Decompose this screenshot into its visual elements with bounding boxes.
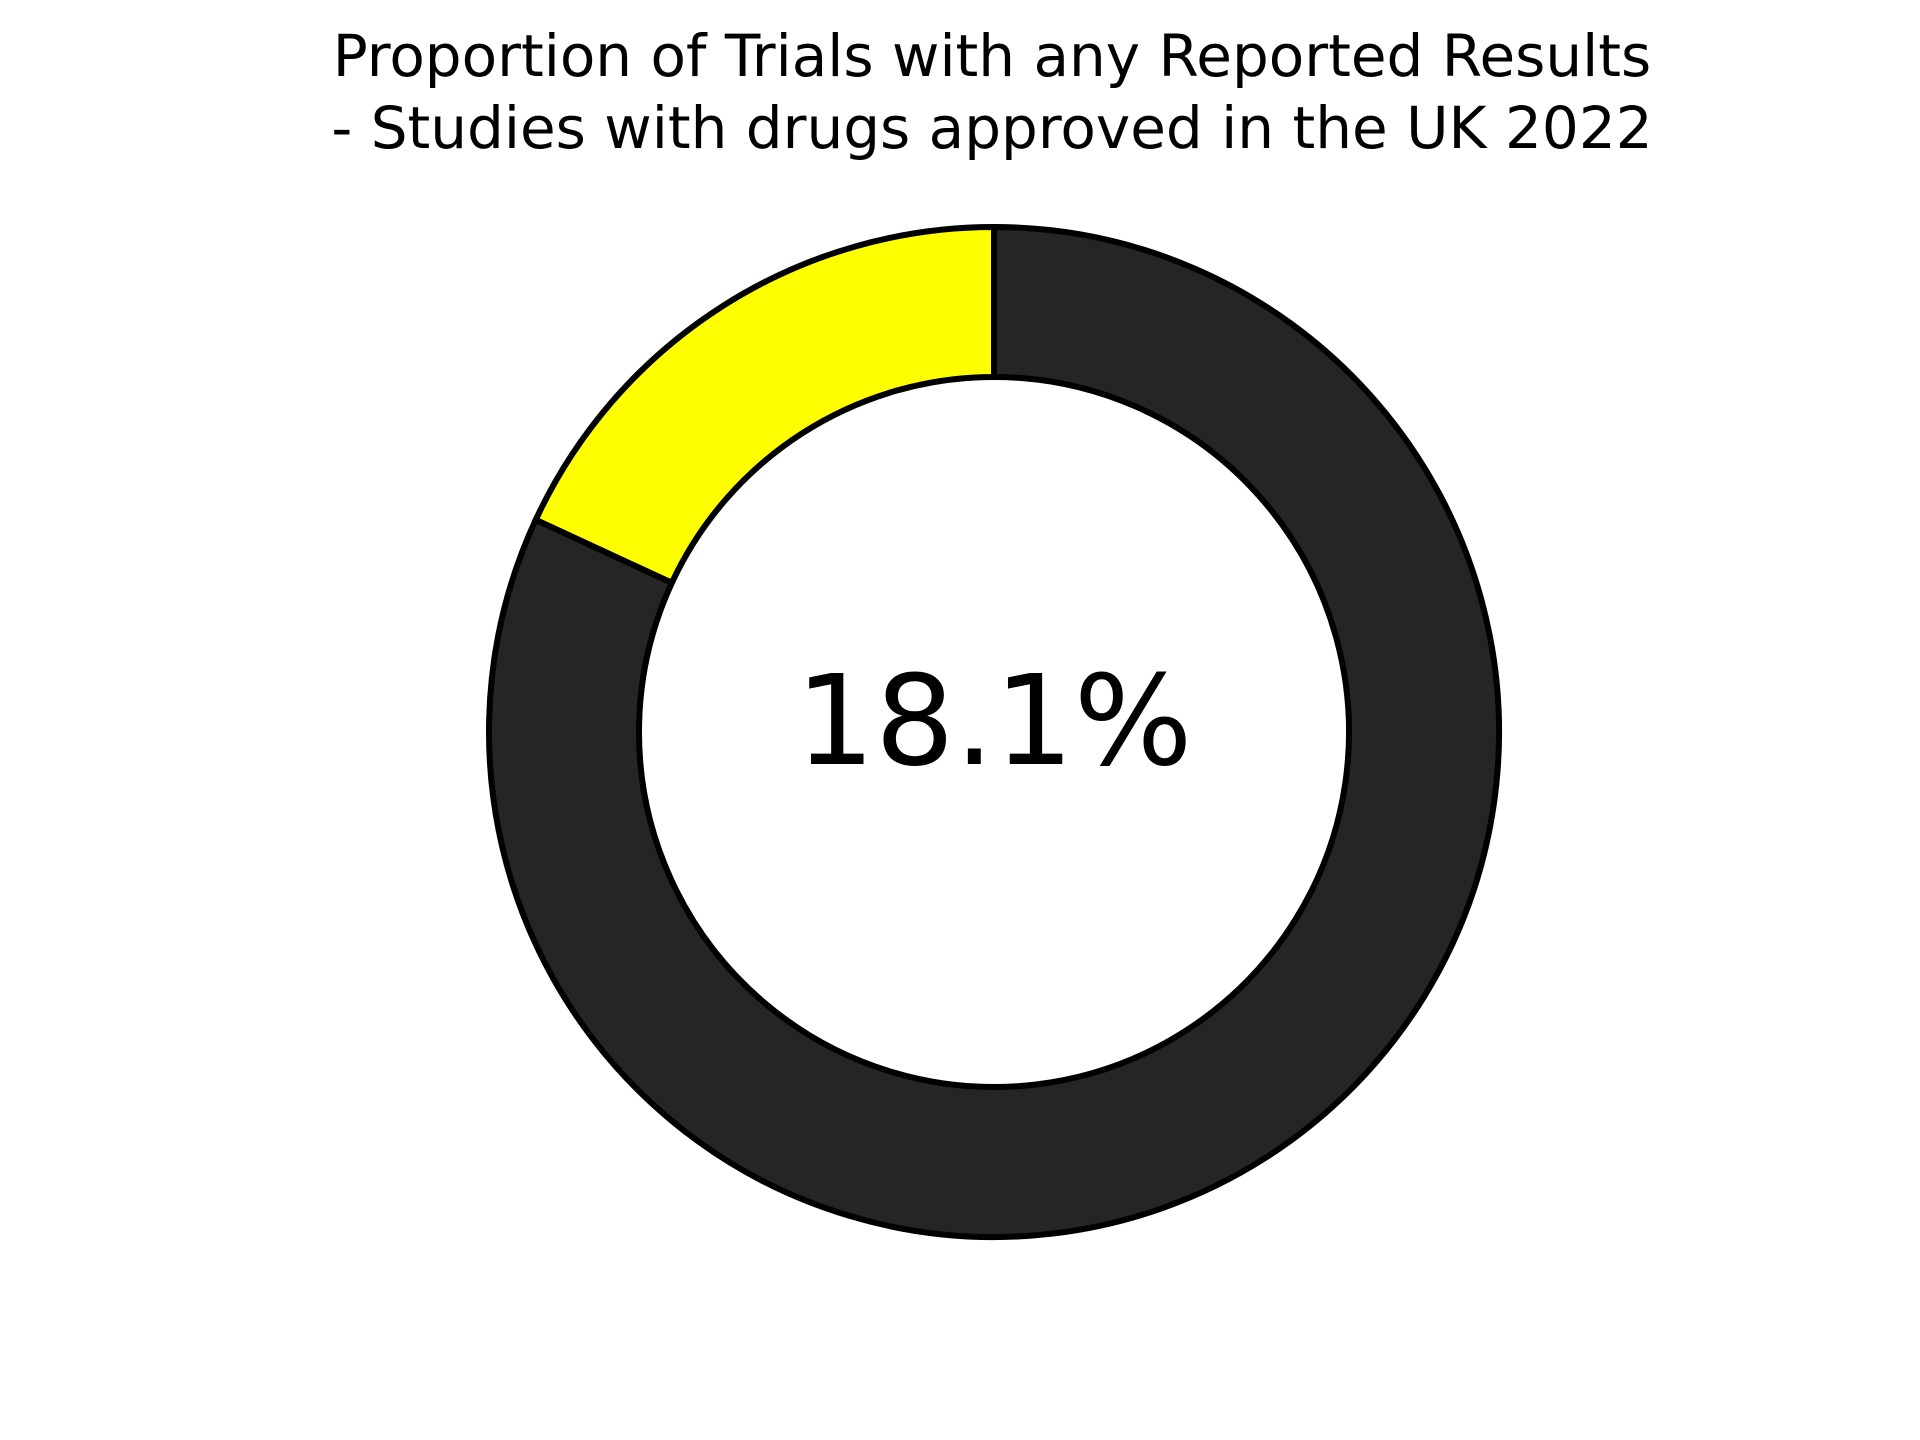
center-percentage-label: 18.1% bbox=[795, 649, 1192, 794]
donut-slices bbox=[486, 223, 1502, 1240]
chart-title-line-1: Proportion of Trials with any Reported R… bbox=[332, 22, 1652, 90]
donut-slice-1 bbox=[531, 223, 997, 587]
chart-title-line-2: - Studies with drugs approved in the UK … bbox=[331, 94, 1653, 162]
donut-slice-2 bbox=[486, 223, 1502, 1240]
chart-title: Proportion of Trials with any Reported R… bbox=[0, 20, 1920, 164]
